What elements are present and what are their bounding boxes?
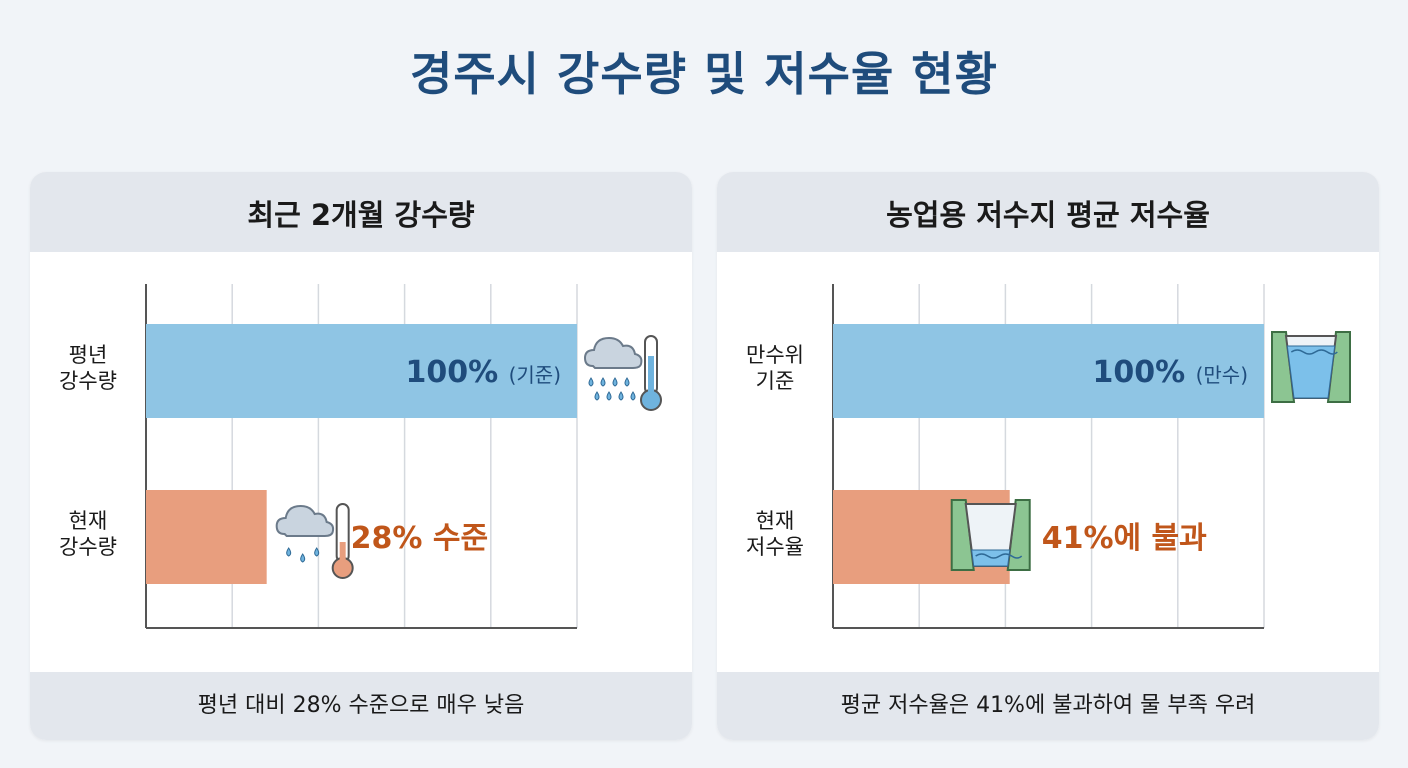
rainfall-chart-title: 최근 2개월 강수량 [30, 172, 692, 252]
current-bar [146, 490, 267, 584]
category-label: 강수량 [59, 369, 117, 393]
category-label: 기준 [756, 369, 795, 393]
reference-bar [146, 324, 577, 418]
light-rain-cloud-thermometer-icon [275, 503, 354, 579]
value-label: 100% (만수) [1092, 355, 1248, 390]
category-label: 만수위 [746, 343, 804, 367]
reference-bar [833, 324, 1264, 418]
rainfall-footer: 평년 대비 28% 수준으로 매우 낮음 [30, 672, 692, 740]
category-label: 평년 [69, 343, 108, 367]
value-label: 41%에 불과 [1042, 521, 1207, 556]
category-label: 현재 [756, 509, 795, 533]
category-label: 강수량 [59, 535, 117, 559]
reservoir-footer: 평균 저수율은 41%에 불과하여 물 부족 우려 [717, 672, 1379, 740]
value-label: 100% (기준) [405, 355, 561, 390]
reservoir-chart-title: 농업용 저수지 평균 저수율 [717, 172, 1379, 252]
category-label: 저수율 [746, 535, 804, 559]
full-reservoir-icon [1271, 331, 1351, 403]
reservoir-panel: 농업용 저수지 평균 저수율 만수위 기준 100% (만수) 현재 저수율 41%에 불… [717, 172, 1379, 740]
rainfall-panel: 최근 2개월 강수량 평년 강수량 100% (기준) 현재 강수량 28% 수준 평년 … [30, 172, 692, 740]
rain-cloud-thermometer-icon [583, 335, 662, 411]
value-label: 28% 수준 [351, 521, 488, 556]
low-reservoir-icon [950, 499, 1031, 571]
category-label: 현재 [69, 509, 108, 533]
page-title: 경주시 강수량 및 저수율 현황 [410, 47, 998, 101]
